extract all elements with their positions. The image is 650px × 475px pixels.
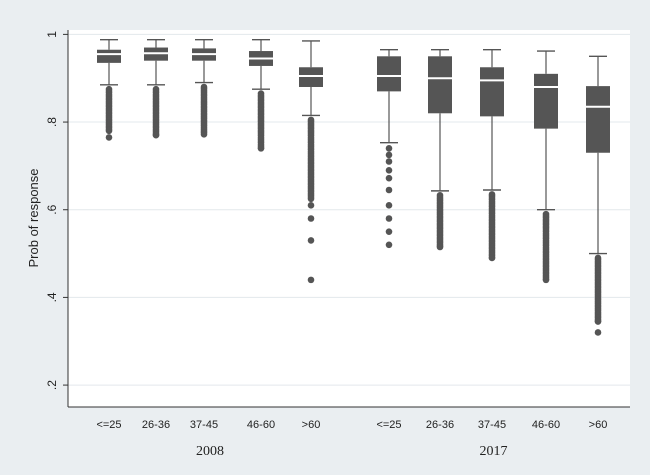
outlier-point bbox=[594, 329, 602, 336]
box-body bbox=[97, 49, 121, 63]
boxes bbox=[97, 38, 610, 336]
x-category-label: 26-36 bbox=[426, 419, 454, 431]
outlier-point bbox=[385, 145, 393, 152]
y-tick-label: .2 bbox=[45, 380, 59, 390]
x-category-label: 26-36 bbox=[142, 419, 170, 431]
outlier-point bbox=[307, 195, 315, 203]
box-2008-37-45 bbox=[192, 38, 216, 138]
box-2008-<=25 bbox=[97, 38, 121, 141]
x-category-label: <=25 bbox=[376, 419, 401, 431]
outlier-point bbox=[385, 151, 393, 159]
outlier-point bbox=[436, 243, 444, 251]
x-category-label: 37-45 bbox=[190, 419, 218, 431]
outlier-point bbox=[307, 215, 315, 222]
outlier-point bbox=[385, 215, 393, 222]
box-body bbox=[534, 73, 558, 129]
y-axis-title: Prob of response bbox=[26, 168, 41, 267]
outlier-point bbox=[152, 131, 160, 139]
box-2008-46-60 bbox=[249, 38, 273, 152]
group-label: 2008 bbox=[196, 444, 224, 459]
x-category-label: 46-60 bbox=[532, 419, 560, 431]
y-tick-label: 1 bbox=[45, 31, 59, 38]
box-2008->60 bbox=[299, 40, 323, 284]
outlier-point bbox=[307, 202, 315, 209]
box-body bbox=[377, 56, 401, 92]
y-tick-label: .4 bbox=[45, 292, 59, 302]
outlier-point bbox=[385, 158, 393, 165]
x-category-label: >60 bbox=[302, 419, 321, 431]
box-body bbox=[586, 86, 610, 153]
box-body bbox=[299, 67, 323, 87]
box-2008-26-36 bbox=[144, 38, 168, 139]
outlier-point bbox=[385, 241, 393, 249]
x-category-label: <=25 bbox=[96, 419, 121, 431]
axes bbox=[63, 30, 630, 408]
outlier-point bbox=[307, 237, 315, 244]
outlier-point bbox=[105, 127, 113, 135]
labels: 1 .8 .6 .4 .2 <=25 26-36 37-45 46-60 >60 2008 <=25 2… bbox=[45, 31, 607, 459]
x-category-label: 37-45 bbox=[478, 419, 506, 431]
box-2017-<=25 bbox=[377, 49, 401, 249]
outlier-point bbox=[105, 134, 113, 141]
box-2017->60 bbox=[586, 55, 610, 336]
y-tick-label: .8 bbox=[45, 117, 59, 127]
outlier-point bbox=[385, 166, 393, 174]
outlier-point bbox=[257, 145, 265, 152]
outlier-point bbox=[542, 276, 550, 284]
outlier-point bbox=[594, 318, 602, 325]
x-category-label: >60 bbox=[589, 419, 608, 431]
outlier-point bbox=[488, 254, 496, 262]
box-body bbox=[428, 56, 452, 114]
y-tick-label: .6 bbox=[45, 204, 59, 214]
outlier-point bbox=[385, 186, 393, 194]
outlier-point bbox=[385, 202, 393, 209]
group-label: 2017 bbox=[480, 444, 508, 459]
gridlines bbox=[68, 33, 630, 386]
box-2017-26-36 bbox=[428, 49, 452, 251]
box-2017-46-60 bbox=[534, 50, 558, 284]
outlier-point bbox=[385, 174, 393, 182]
box-body bbox=[480, 67, 504, 117]
x-category-label: 46-60 bbox=[247, 419, 275, 431]
outlier-point bbox=[200, 131, 208, 138]
box-2017-37-45 bbox=[480, 49, 504, 262]
outlier-point bbox=[307, 276, 315, 284]
outlier-point bbox=[385, 228, 393, 235]
